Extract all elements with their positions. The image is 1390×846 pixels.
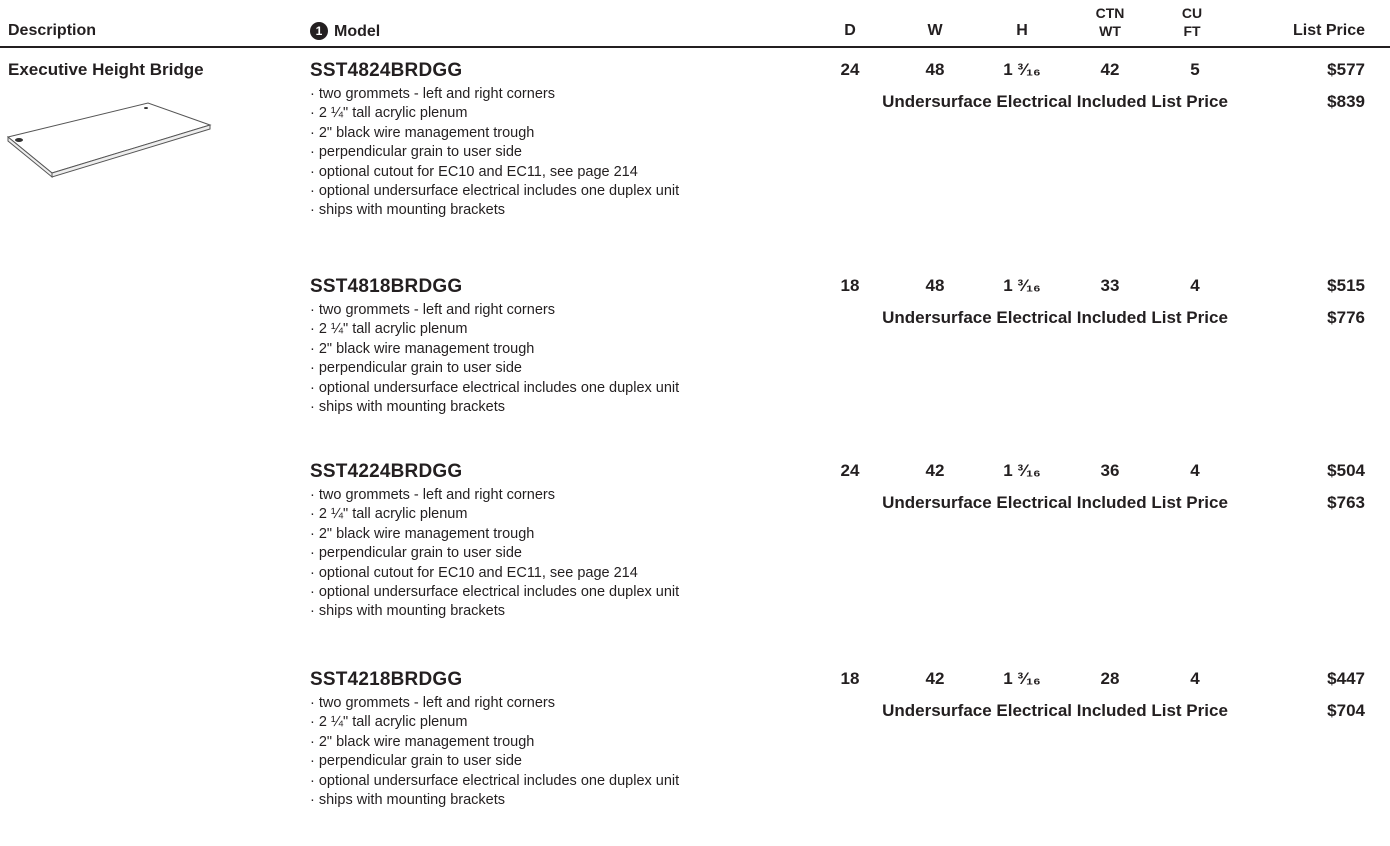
electrical-label: Undersurface Electrical Included List Pr… [882, 308, 1228, 327]
electrical-label: Undersurface Electrical Included List Pr… [882, 701, 1228, 720]
width: 42 [925, 461, 945, 480]
feature: · 2 ¼" tall acrylic plenum [310, 714, 468, 731]
list-price: $577 [1327, 60, 1365, 79]
carton-weight: 36 [1100, 461, 1120, 480]
feature: · 2 ¼" tall acrylic plenum [310, 506, 468, 523]
electrical-price: $776 [1327, 308, 1365, 327]
feature: · optional undersurface electrical inclu… [310, 183, 680, 199]
header-model: 1 Model [310, 22, 380, 41]
electrical-price: $839 [1327, 92, 1365, 111]
depth: 18 [840, 669, 860, 688]
feature: · ships with mounting brackets [310, 792, 506, 808]
header-cu-ft: CU FT [1181, 5, 1203, 39]
model: SST4224BRDGG [310, 461, 463, 482]
header-model-text: Model [334, 23, 381, 40]
width: 42 [925, 669, 945, 688]
carton-weight: 42 [1100, 60, 1120, 79]
height: 1 ³⁄₁₆ [1003, 276, 1041, 295]
feature: · two grommets - left and right corners [310, 695, 555, 711]
electrical-price: $763 [1327, 493, 1365, 512]
height: 1 ³⁄₁₆ [1003, 461, 1041, 480]
feature: · optional cutout for EC10 and EC11, see… [310, 564, 638, 581]
width: 48 [925, 60, 945, 79]
feature: · ships with mounting brackets [310, 603, 506, 620]
feature: · optional undersurface electrical inclu… [310, 379, 680, 396]
feature: · two grommets - left and right corners [310, 86, 555, 102]
feature: · 2" black wire management trough [310, 525, 535, 542]
feature: · two grommets - left and right corners [310, 302, 555, 318]
feature: · perpendicular grain to user side [310, 545, 522, 562]
feature: · optional cutout for EC10 and EC11, see… [310, 163, 638, 180]
header-rule [0, 46, 1390, 48]
cubic-feet: 4 [1190, 669, 1200, 688]
header-w: W [927, 22, 943, 39]
model-badge: 1 [310, 22, 328, 40]
product-image [6, 102, 212, 179]
feature: · 2" black wire management trough [310, 124, 535, 141]
cubic-feet: 4 [1190, 276, 1200, 295]
list-price: $504 [1327, 461, 1365, 480]
height: 1 ³⁄₁₆ [1003, 60, 1041, 79]
depth: 18 [840, 276, 860, 295]
list-price: $515 [1327, 276, 1365, 295]
height: 1 ³⁄₁₆ [1003, 669, 1041, 688]
cubic-feet: 5 [1190, 60, 1200, 79]
header-d: D [844, 22, 856, 39]
header-list-price: List Price [1292, 22, 1365, 39]
feature: · two grommets - left and right corners [310, 487, 555, 503]
feature: · perpendicular grain to user side [310, 753, 522, 770]
feature: · 2" black wire management trough [310, 340, 535, 357]
feature: · 2 ¼" tall acrylic plenum [310, 321, 468, 338]
model: SST4824BRDGG [310, 60, 463, 81]
header-ctn-wt: CTN WT [1095, 5, 1125, 39]
feature: · 2" black wire management trough [310, 733, 535, 750]
model: SST4218BRDGG [310, 669, 463, 690]
model: SST4818BRDGG [310, 276, 463, 297]
depth: 24 [840, 60, 860, 79]
carton-weight: 33 [1100, 276, 1120, 295]
feature: · perpendicular grain to user side [310, 144, 522, 161]
cubic-feet: 4 [1190, 461, 1200, 480]
feature: · 2 ¼" tall acrylic plenum [310, 105, 468, 122]
depth: 24 [840, 461, 860, 480]
electrical-price: $704 [1327, 701, 1365, 720]
header-h: H [1016, 22, 1028, 39]
carton-weight: 28 [1100, 669, 1120, 688]
electrical-label: Undersurface Electrical Included List Pr… [882, 92, 1228, 111]
feature: · optional undersurface electrical inclu… [310, 584, 680, 600]
description: Executive Height Bridge [8, 60, 204, 79]
width: 48 [925, 276, 945, 295]
feature: · perpendicular grain to user side [310, 360, 522, 377]
feature: · ships with mounting brackets [310, 399, 506, 415]
feature: · ships with mounting brackets [310, 202, 506, 219]
feature: · optional undersurface electrical inclu… [310, 772, 680, 789]
list-price: $447 [1327, 669, 1365, 688]
electrical-label: Undersurface Electrical Included List Pr… [882, 493, 1228, 512]
header-description: Description [8, 22, 97, 39]
